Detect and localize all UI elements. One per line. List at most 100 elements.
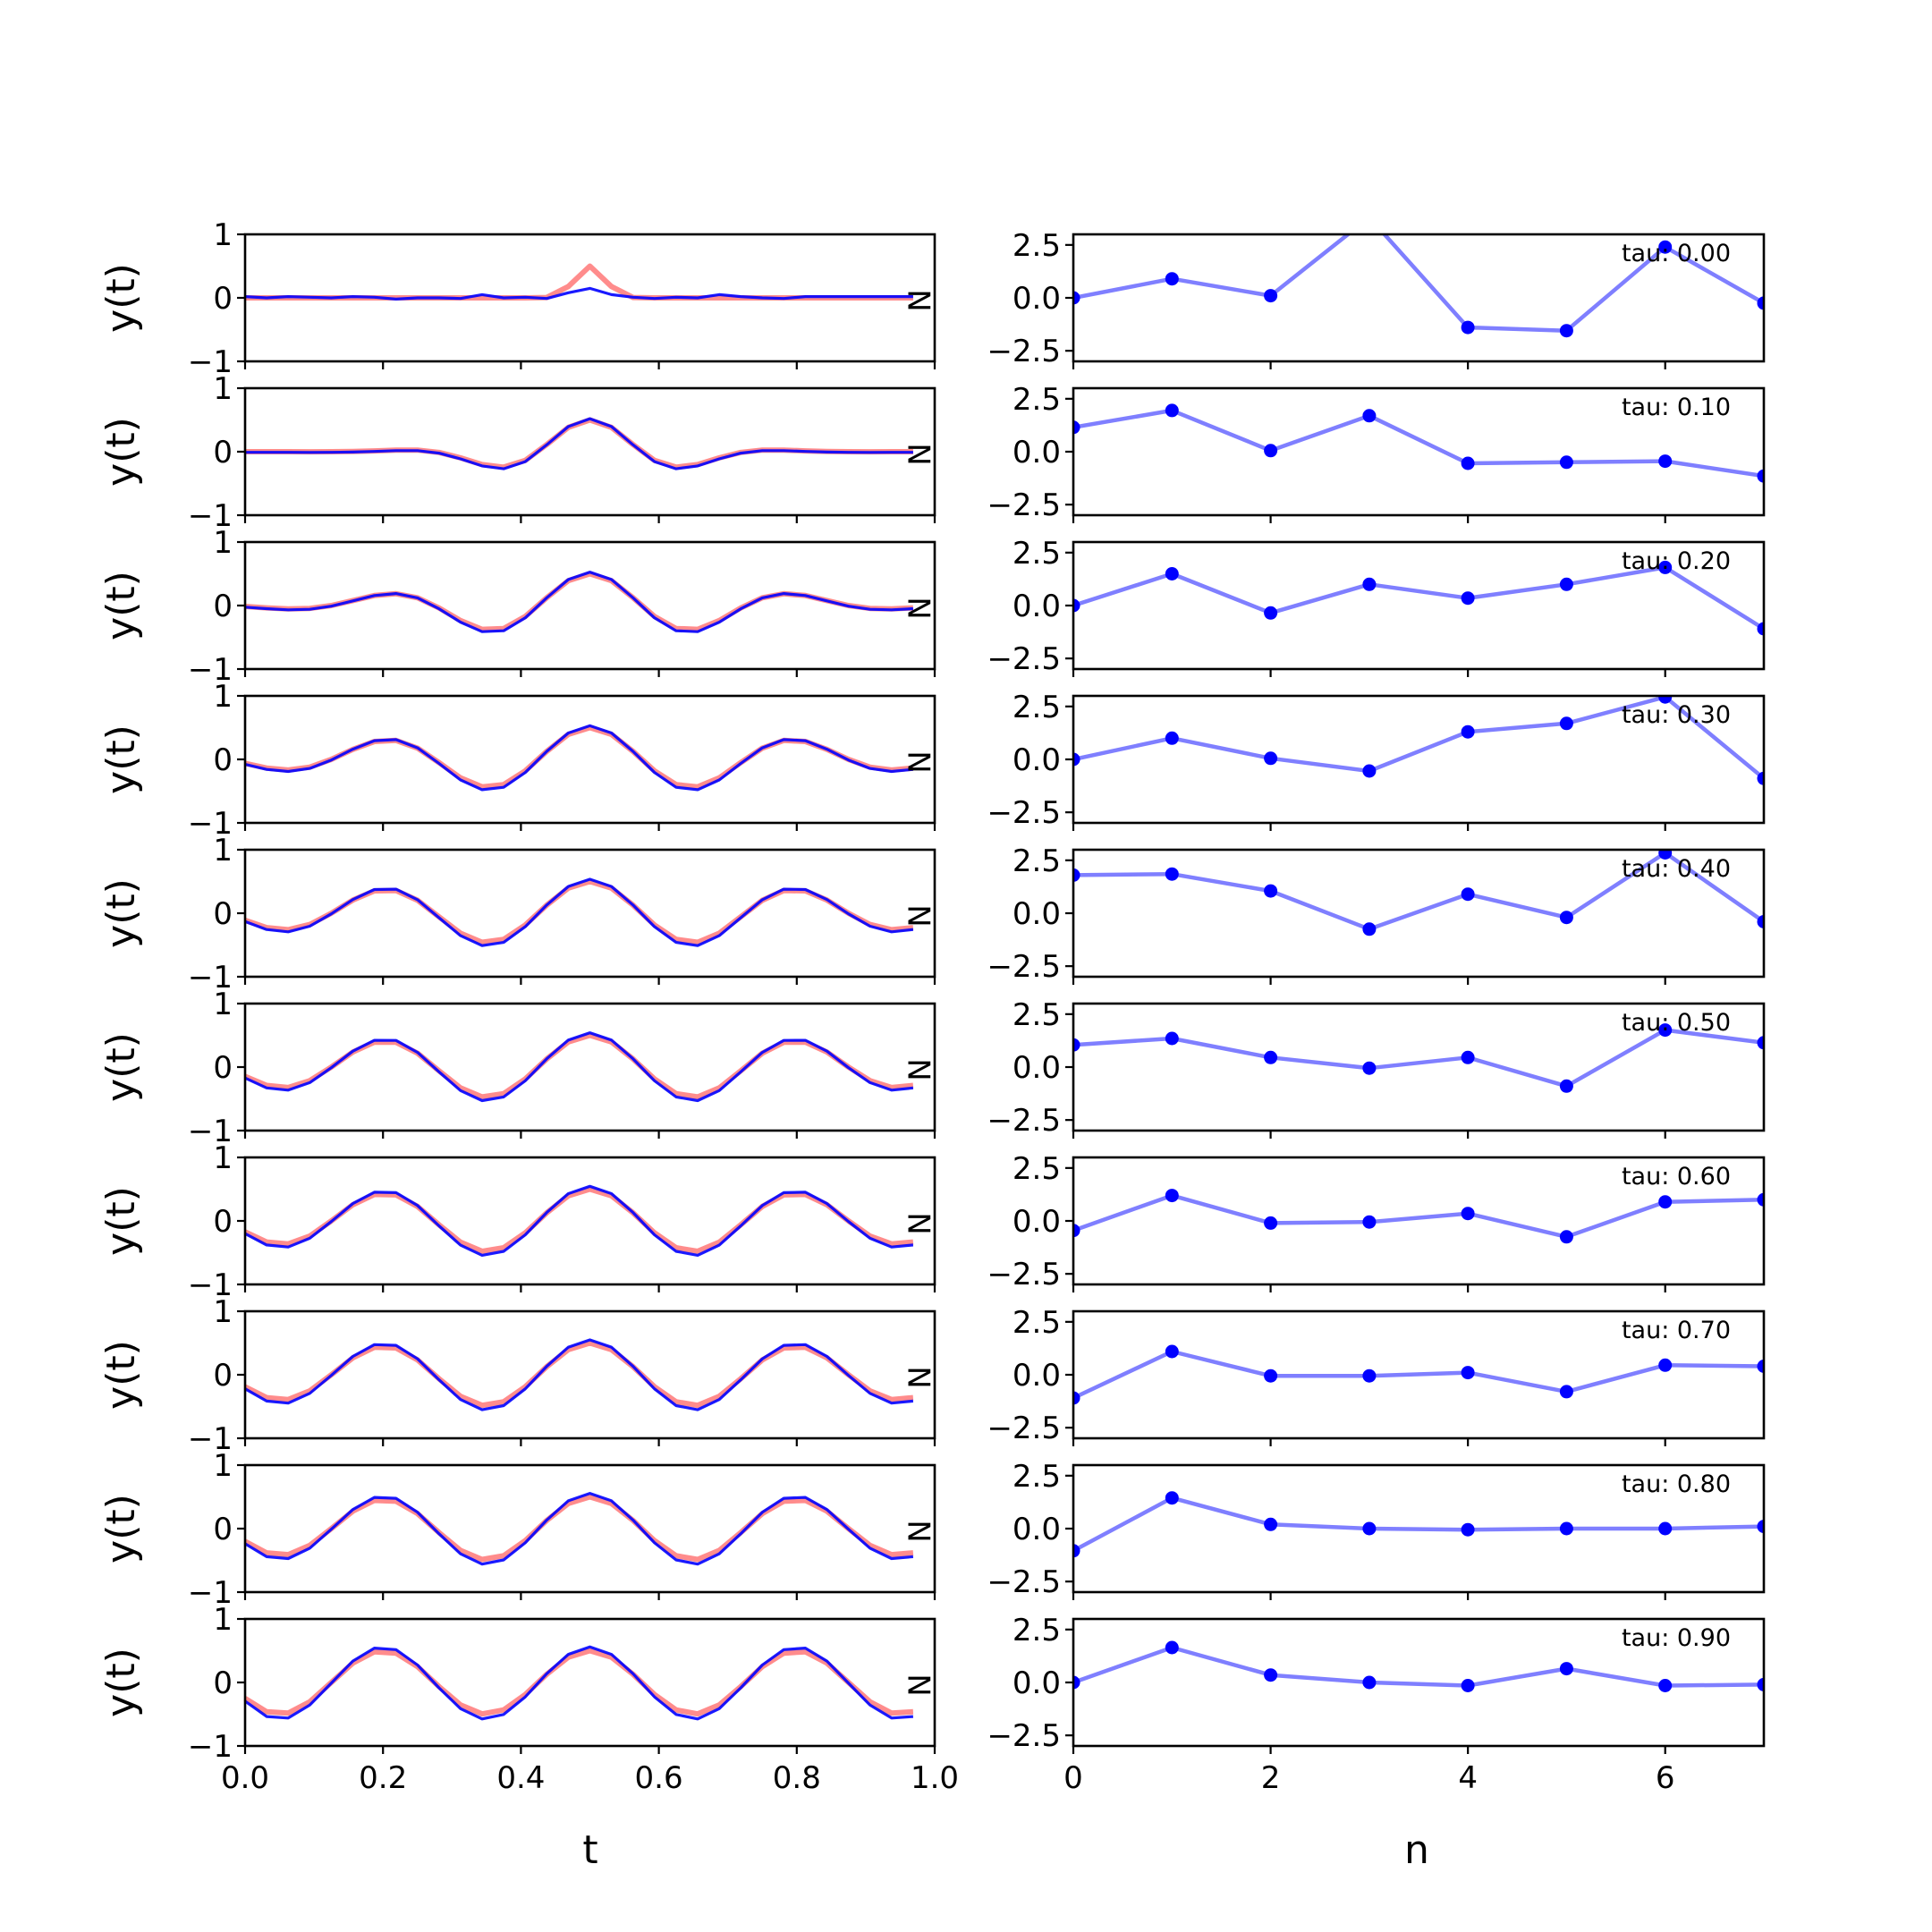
right-point	[1165, 731, 1179, 745]
target-line	[244, 724, 914, 790]
right-series-line	[1073, 565, 1764, 631]
output-line	[244, 1338, 914, 1411]
y-tick-label: 1	[213, 1294, 233, 1330]
right-point	[1362, 211, 1376, 225]
y-tick-label: 0	[213, 896, 233, 932]
right-series-line	[1073, 1496, 1764, 1553]
y-tick-label: 2.5	[1013, 997, 1061, 1033]
right-point	[1658, 1679, 1673, 1692]
right-point	[1757, 1677, 1764, 1691]
right-series-line	[1073, 696, 1764, 781]
right-point	[1559, 911, 1573, 925]
right-point	[1264, 606, 1278, 620]
right-point	[1362, 1675, 1377, 1690]
right-data	[1073, 560, 1764, 636]
right-point	[1165, 567, 1179, 580]
right-point	[1264, 1368, 1278, 1383]
tau-label: tau: 0.70	[1622, 1317, 1731, 1344]
y-tick-label: 1	[213, 1602, 233, 1638]
y-tick-label: −2.5	[987, 487, 1061, 523]
n-mark: N	[901, 750, 936, 773]
right-point	[1073, 752, 1080, 767]
output-line	[244, 1031, 914, 1103]
right-data	[1073, 211, 1764, 338]
right-point	[1757, 622, 1764, 636]
right-series-line	[1073, 408, 1764, 479]
y-tick-label: −2.5	[987, 1411, 1061, 1446]
y-tick-label: −1	[188, 1421, 233, 1457]
right-data	[1073, 696, 1764, 785]
right-data	[1073, 1491, 1764, 1558]
left-column-panels: −1 0 1 y(t) N −1 0 1 y(t) N −1 0 1 y(t) N −1 0 1 y(t) N −1 0 1…	[98, 217, 959, 1796]
y-tick-label: 1	[213, 833, 233, 869]
x-tick-label: 0.2	[359, 1760, 407, 1796]
right-point	[1264, 1668, 1278, 1682]
output-line	[244, 286, 913, 301]
right-point	[1362, 1215, 1377, 1229]
target-line	[243, 1494, 914, 1563]
right-point	[1073, 1544, 1080, 1558]
left-x-axis-label: t	[582, 1827, 597, 1873]
right-point	[1264, 884, 1278, 898]
y-tick-label: 2.5	[1013, 843, 1061, 879]
right-point	[1073, 598, 1080, 613]
x-tick-label: 0.4	[496, 1760, 545, 1796]
y-axis-label: y(t)	[98, 724, 144, 794]
y-tick-label: −1	[188, 1575, 233, 1611]
right-point	[1073, 1224, 1080, 1238]
right-point	[1757, 1520, 1764, 1534]
right-point	[1658, 1521, 1673, 1536]
target-line	[243, 1186, 914, 1254]
left-panel-3: −1 0 1 y(t) N	[98, 679, 936, 842]
right-point	[1559, 716, 1573, 731]
y-tick-label: −2.5	[987, 795, 1061, 831]
y-tick-label: 1	[213, 679, 233, 715]
y-tick-label: 0.0	[1013, 435, 1061, 470]
y-tick-label: 2.5	[1013, 1459, 1061, 1495]
y-tick-label: 2.5	[1013, 1151, 1061, 1187]
left-panel-9: −1 0 1 0.0 0.2 0.4 0.6 0.8 1.0 y(t) N	[98, 1602, 959, 1796]
right-point	[1658, 560, 1673, 574]
y-tick-label: 1	[213, 371, 233, 407]
right-series-line	[1073, 1193, 1764, 1240]
right-point	[1073, 1038, 1080, 1052]
right-point	[1757, 1192, 1764, 1207]
y-tick-label: 0	[213, 435, 233, 470]
n-mark: N	[901, 1366, 936, 1388]
right-series-line	[1073, 1028, 1764, 1089]
right-point	[1461, 1522, 1475, 1537]
right-point	[1757, 771, 1764, 785]
y-axis-label: y(t)	[98, 571, 144, 640]
right-point	[1559, 455, 1573, 470]
output-line	[244, 1184, 914, 1258]
right-point	[1757, 1360, 1764, 1373]
y-axis-label: y(t)	[98, 1648, 144, 1717]
y-tick-label: −1	[188, 1729, 233, 1765]
left-plot-frame	[243, 1156, 936, 1286]
x-tick-label: 0.8	[773, 1760, 821, 1796]
right-series-line	[1073, 851, 1764, 932]
output-line	[244, 1645, 914, 1721]
right-point	[1264, 1517, 1278, 1531]
y-tick-label: 0.0	[1013, 1050, 1061, 1086]
n-mark: N	[901, 1058, 936, 1080]
target-line	[244, 878, 914, 945]
y-tick-label: 0	[213, 742, 233, 778]
x-tick-label: 0.6	[635, 1760, 683, 1796]
right-point	[1165, 1189, 1179, 1203]
y-tick-label: −1	[188, 344, 233, 380]
right-point	[1461, 320, 1475, 335]
x-tick-label: 0.0	[221, 1760, 269, 1796]
tau-label: tau: 0.50	[1622, 1009, 1731, 1037]
y-tick-label: 2.5	[1013, 536, 1061, 572]
right-point	[1264, 289, 1278, 303]
right-point	[1658, 1023, 1673, 1038]
right-point	[1264, 444, 1278, 458]
x-tick-label: 1.0	[911, 1760, 959, 1796]
y-axis-label: y(t)	[98, 1340, 144, 1410]
n-mark: N	[901, 289, 936, 311]
y-tick-label: −2.5	[987, 949, 1061, 985]
right-data	[1073, 850, 1764, 936]
y-tick-label: 2.5	[1013, 690, 1061, 725]
